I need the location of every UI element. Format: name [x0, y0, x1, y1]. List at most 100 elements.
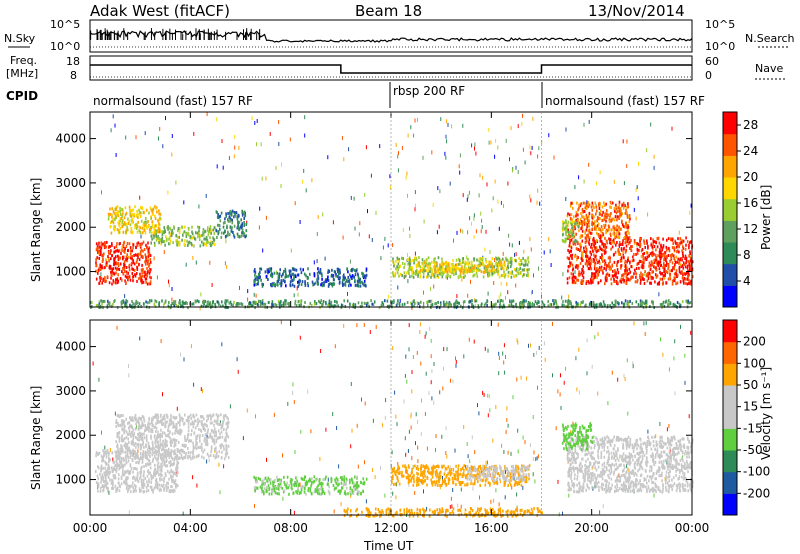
scatter-cell [347, 292, 348, 296]
echo-cell [565, 230, 567, 233]
echo-cell [119, 485, 121, 488]
y-tick-label: 4000 [55, 132, 86, 146]
scatter-cell [325, 257, 326, 261]
echo-cell [630, 271, 632, 274]
radar-summary-plot: Adak West (fitACF) Beam 18 13/Nov/2014 N… [0, 0, 800, 554]
echo-cell [574, 281, 576, 284]
echo-cell [305, 274, 307, 277]
echo-cell [274, 303, 276, 306]
scatter-cell [650, 123, 651, 127]
echo-cell [132, 218, 134, 221]
echo-cell [227, 299, 229, 302]
echo-cell [687, 240, 689, 243]
echo-cell [667, 271, 669, 274]
scatter-cell [689, 414, 690, 418]
echo-cell [134, 262, 136, 265]
echo-cell [151, 220, 153, 223]
scatter-cell [168, 280, 169, 284]
echo-cell [418, 256, 420, 259]
echo-cell [209, 242, 211, 245]
scatter-cell [300, 336, 301, 340]
echo-cell [618, 206, 620, 209]
scatter-cell [420, 362, 421, 366]
echo-cell [685, 244, 687, 247]
echo-cell [504, 276, 506, 279]
scatter-cell [462, 124, 463, 128]
echo-cell [108, 213, 110, 216]
echo-cell [596, 209, 598, 212]
scatter-cell [437, 186, 438, 190]
scatter-cell [328, 478, 329, 482]
echo-cell [687, 300, 689, 303]
echo-cell [197, 226, 199, 229]
echo-cell [158, 222, 160, 225]
echo-cell [677, 258, 679, 261]
echo-cell [363, 284, 365, 287]
scatter-cell [115, 412, 116, 416]
scatter-cell [338, 464, 339, 468]
scatter-cell [216, 117, 217, 121]
scatter-cell [455, 356, 456, 360]
echo-cell [116, 242, 118, 245]
echo-cell [440, 273, 442, 276]
echo-cell [469, 300, 471, 303]
echo-cell [631, 245, 633, 248]
echo-cell [125, 258, 127, 261]
echo-cell [118, 214, 120, 217]
echo-cell [413, 300, 415, 303]
echo-cell [585, 252, 587, 255]
echo-cell [157, 219, 159, 222]
echo-cell [187, 232, 189, 235]
echo-cell [188, 228, 190, 231]
echo-cell [406, 272, 408, 275]
scatter-cell [561, 406, 562, 410]
echo-cell [686, 300, 688, 303]
scatter-cell [238, 146, 239, 150]
echo-cell [468, 263, 470, 266]
echo-cell [585, 262, 587, 265]
echo-cell [104, 467, 106, 470]
scatter-cell [392, 492, 393, 496]
echo-cell [569, 264, 571, 267]
echo-cell [596, 239, 598, 242]
scatter-cell [493, 281, 494, 285]
echo-cell [562, 240, 564, 243]
echo-cell [221, 300, 223, 303]
echo-cell [316, 302, 318, 305]
echo-cell [580, 227, 582, 230]
echo-cell [646, 300, 648, 303]
scatter-cell [108, 491, 109, 495]
colorbar-segment [723, 134, 737, 156]
echo-cell [612, 265, 614, 268]
echo-cell [571, 213, 573, 216]
echo-cell [106, 241, 108, 244]
echo-cell [156, 239, 158, 242]
echo-cell [140, 275, 142, 278]
echo-cell [259, 267, 261, 270]
scatter-cell [372, 238, 373, 242]
echo-cell [664, 251, 666, 254]
echo-cell [614, 261, 616, 264]
echo-cell [141, 480, 143, 483]
scatter-cell [287, 402, 288, 406]
echo-cell [136, 261, 138, 264]
echo-cell [134, 205, 136, 208]
scatter-cell [172, 287, 173, 291]
echo-cell [305, 284, 307, 287]
scatter-cell [638, 196, 639, 200]
scatter-cell [281, 163, 282, 167]
echo-cell [617, 268, 619, 271]
echo-cell [214, 226, 216, 229]
echo-cell [660, 303, 662, 306]
scatter-cell [538, 267, 539, 271]
echo-cell [193, 302, 195, 305]
echo-cell [253, 301, 255, 304]
scatter-cell [372, 468, 373, 472]
echo-cell [676, 269, 678, 272]
scatter-cell [482, 391, 483, 395]
scatter-cell [517, 429, 518, 433]
echo-cell [500, 299, 502, 302]
echo-cell [366, 268, 368, 271]
echo-cell [145, 256, 147, 259]
scatter-cell [481, 219, 482, 223]
